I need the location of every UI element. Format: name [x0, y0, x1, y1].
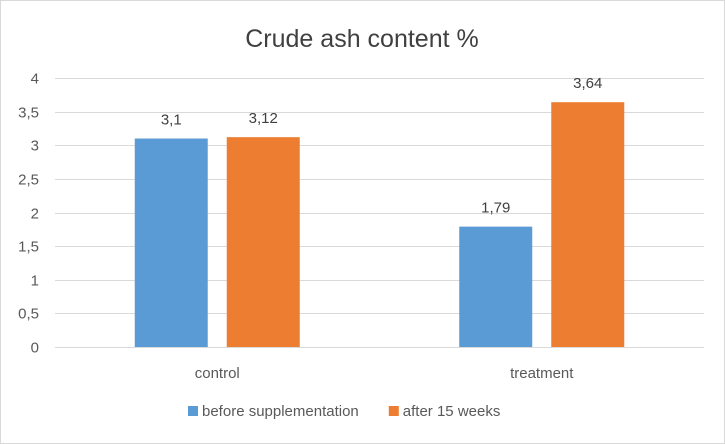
x-category-label: control: [195, 365, 240, 382]
x-axis-categories: control treatment: [195, 365, 575, 382]
chart-title: Crude ash content %: [245, 25, 478, 53]
legend-entry: before supplementation: [202, 403, 359, 420]
legend-swatch: [388, 406, 399, 416]
legend: before supplementation after 15 weeks: [188, 403, 500, 420]
bar-before-supplementation-control: [134, 138, 208, 347]
y-tick-label: 1,5: [18, 239, 39, 256]
y-tick-label: 1: [31, 273, 39, 290]
bar-after-15-weeks-control: [226, 137, 300, 347]
bar-before-supplementation-treatment: [459, 226, 533, 347]
data-label: 1,79: [481, 200, 510, 217]
y-tick-label: 2: [31, 206, 39, 223]
data-labels: 3,1 3,12 1,79 3,64: [161, 75, 603, 216]
legend-entry: after 15 weeks: [403, 403, 501, 420]
y-tick-label: 4: [31, 71, 39, 88]
y-tick-label: 0: [31, 340, 39, 357]
y-tick-label: 3: [31, 138, 39, 155]
y-tick-label: 2,5: [18, 172, 39, 189]
bars: [134, 102, 625, 348]
data-label: 3,1: [161, 112, 182, 129]
data-label: 3,64: [573, 75, 602, 92]
data-label: 3,12: [249, 110, 278, 127]
y-tick-label: 0,5: [18, 306, 39, 323]
y-tick-label: 3,5: [18, 105, 39, 122]
bar-after-15-weeks-treatment: [551, 102, 625, 348]
x-category-label: treatment: [510, 365, 574, 382]
legend-swatch: [188, 406, 198, 416]
y-axis-ticks: 0 0,5 1 1,5 2 2,5 3 3,5 4: [18, 71, 39, 357]
